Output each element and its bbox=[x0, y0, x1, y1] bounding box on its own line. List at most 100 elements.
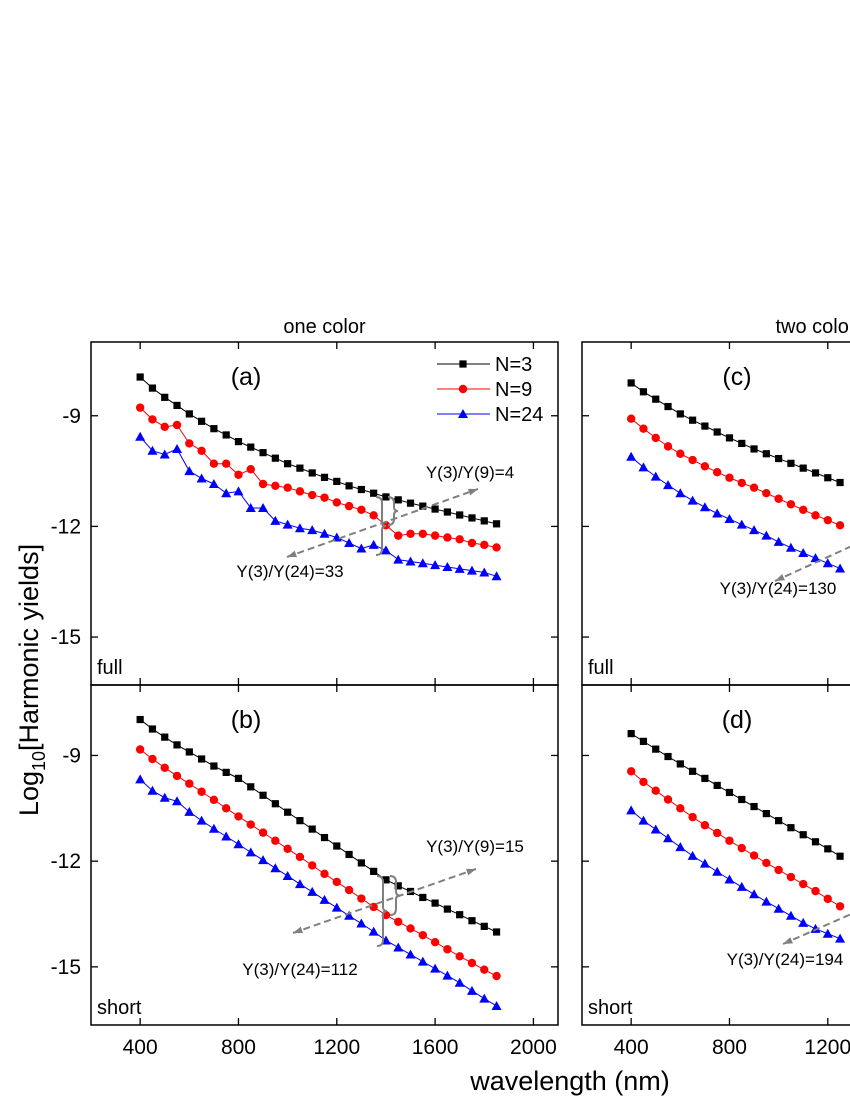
marker-circle bbox=[406, 924, 415, 933]
y-tick-label: -9 bbox=[62, 405, 81, 428]
marker-triangle bbox=[675, 488, 686, 498]
legend-label: N=9 bbox=[495, 379, 532, 401]
marker-triangle bbox=[761, 896, 772, 906]
marker-triangle bbox=[479, 993, 490, 1003]
marker-triangle bbox=[835, 563, 846, 573]
marker-circle bbox=[651, 433, 660, 443]
marker-triangle bbox=[331, 902, 342, 912]
marker-triangle bbox=[430, 560, 441, 570]
column-title: one color bbox=[283, 316, 366, 338]
marker-square bbox=[431, 505, 439, 513]
marker-circle bbox=[823, 894, 832, 904]
marker-square bbox=[787, 459, 795, 467]
marker-square bbox=[701, 422, 709, 430]
marker-square bbox=[468, 917, 476, 925]
brace bbox=[375, 496, 387, 556]
marker-square bbox=[284, 460, 292, 468]
marker-circle bbox=[271, 481, 280, 491]
marker-triangle bbox=[368, 926, 379, 936]
marker-triangle bbox=[344, 538, 355, 548]
marker-circle bbox=[443, 945, 452, 954]
marker-square bbox=[492, 928, 501, 936]
marker-square bbox=[492, 520, 501, 528]
marker-triangle bbox=[650, 471, 661, 481]
marker-square bbox=[664, 402, 672, 411]
marker-triangle bbox=[687, 850, 698, 860]
marker-circle bbox=[455, 952, 464, 961]
marker-circle bbox=[135, 745, 145, 754]
marker-triangle bbox=[135, 431, 146, 441]
marker-square bbox=[161, 733, 169, 741]
marker-circle bbox=[811, 511, 820, 520]
marker-square bbox=[345, 482, 353, 490]
marker-triangle bbox=[172, 796, 183, 806]
marker-circle bbox=[148, 415, 157, 424]
marker-square bbox=[333, 477, 341, 486]
marker-square bbox=[811, 469, 820, 477]
arrow-head bbox=[466, 868, 476, 876]
marker-circle bbox=[725, 836, 734, 845]
marker-triangle bbox=[675, 842, 686, 852]
marker-square bbox=[459, 360, 467, 368]
marker-square bbox=[161, 393, 169, 401]
marker-circle bbox=[221, 804, 231, 813]
marker-circle bbox=[406, 529, 415, 538]
marker-circle bbox=[835, 902, 845, 911]
panel-label: (d) bbox=[722, 706, 753, 734]
marker-triangle bbox=[442, 970, 453, 980]
marker-square bbox=[222, 768, 230, 776]
marker-triangle bbox=[736, 519, 747, 529]
marker-square bbox=[456, 511, 464, 519]
marker-circle bbox=[258, 479, 268, 489]
marker-triangle bbox=[135, 774, 146, 784]
marker-square bbox=[185, 410, 193, 418]
marker-circle bbox=[271, 836, 280, 845]
marker-square bbox=[210, 425, 218, 433]
marker-square bbox=[738, 439, 746, 448]
marker-circle bbox=[344, 885, 354, 895]
legend-label: N=3 bbox=[495, 354, 532, 376]
marker-square bbox=[370, 489, 378, 497]
y-tick-label: -15 bbox=[51, 956, 81, 979]
marker-triangle bbox=[466, 985, 477, 995]
marker-square bbox=[676, 760, 684, 768]
x-tick-label: 1200 bbox=[313, 1036, 360, 1059]
marker-triangle bbox=[835, 933, 846, 943]
marker-square bbox=[173, 741, 181, 749]
ratio-annotation: Y(3)/Y(24)=112 bbox=[242, 960, 357, 979]
marker-circle bbox=[357, 505, 366, 515]
marker-square bbox=[185, 748, 193, 756]
marker-square bbox=[308, 469, 316, 477]
marker-circle bbox=[160, 422, 169, 432]
marker-triangle bbox=[405, 556, 416, 566]
marker-triangle bbox=[712, 866, 723, 876]
marker-circle bbox=[234, 470, 243, 479]
marker-triangle bbox=[307, 886, 318, 896]
marker-square bbox=[762, 810, 770, 818]
y-tick-label: -12 bbox=[51, 850, 81, 873]
marker-triangle bbox=[663, 833, 674, 843]
marker-circle bbox=[258, 828, 268, 837]
marker-circle bbox=[639, 424, 648, 433]
marker-circle bbox=[835, 521, 845, 530]
ratio-annotation: Y(3)/Y(24)=194 bbox=[727, 950, 844, 969]
marker-triangle bbox=[307, 525, 318, 535]
marker-triangle bbox=[442, 561, 453, 571]
marker-circle bbox=[320, 493, 329, 502]
marker-circle bbox=[626, 414, 636, 423]
marker-triangle bbox=[258, 855, 269, 865]
y-title-part: Log bbox=[14, 771, 44, 816]
marker-triangle bbox=[712, 508, 723, 518]
brace bbox=[376, 875, 388, 947]
marker-triangle bbox=[773, 903, 784, 913]
marker-square bbox=[247, 783, 255, 791]
marker-square bbox=[370, 867, 378, 875]
ratio-annotation: Y(3)/Y(24)=130 bbox=[720, 579, 837, 598]
marker-triangle bbox=[687, 495, 698, 505]
marker-square bbox=[627, 379, 635, 387]
marker-circle bbox=[308, 490, 317, 500]
marker-square bbox=[148, 384, 157, 392]
marker-circle bbox=[712, 467, 722, 477]
marker-triangle bbox=[245, 502, 256, 512]
marker-triangle bbox=[785, 542, 796, 552]
